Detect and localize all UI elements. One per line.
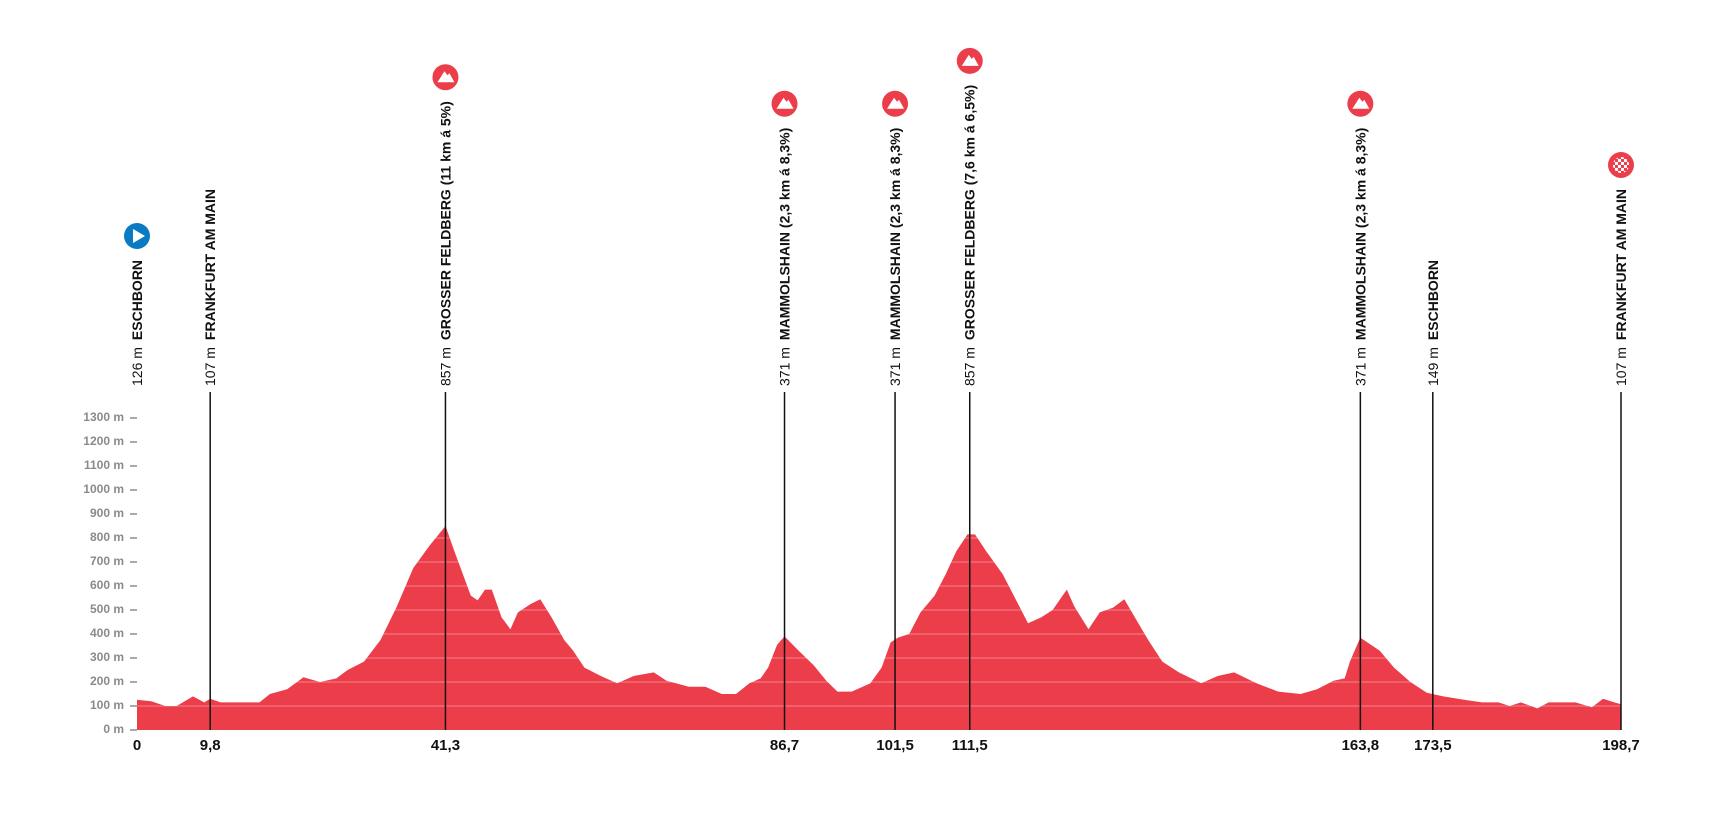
waypoint-elevation: 371 m	[887, 347, 903, 386]
waypoint-name: MAMMOLSHAIN (2,3 km á 8,3%)	[887, 128, 903, 340]
mountain	[776, 97, 794, 109]
x-tick-label: 41,3	[431, 737, 460, 754]
waypoint-label: 371 m MAMMOLSHAIN (2,3 km á 8,3%)	[776, 128, 792, 386]
waypoint-name: GROSSER FELDBERG (11 km á 5%)	[437, 101, 453, 340]
waypoint-icon	[1608, 151, 1634, 178]
y-tick-label: 1100 m	[84, 458, 124, 472]
waypoint-name: MAMMOLSHAIN (2,3 km á 8,3%)	[776, 128, 792, 340]
mountain	[887, 97, 905, 109]
y-tick-label: 800 m	[90, 530, 124, 544]
x-tick-label: 111,5	[952, 737, 988, 754]
y-tick-label: 1000 m	[83, 482, 124, 496]
waypoint-elevation: 107 m	[1613, 347, 1629, 386]
waypoint-name: ESCHBORN	[1424, 260, 1440, 340]
y-tick-label: 600 m	[90, 578, 124, 592]
x-tick-label: 173,5	[1414, 737, 1452, 754]
waypoint-name: GROSSER FELDBERG (7,6 km á 6,5%)	[961, 85, 977, 340]
waypoint-elevation: 857 m	[437, 347, 453, 386]
mountain	[437, 71, 455, 83]
x-tick-label: 86,7	[770, 737, 799, 754]
waypoint-name: FRANKFURT AM MAIN	[1613, 189, 1629, 340]
x-tick-label: 163,8	[1342, 737, 1380, 754]
waypoint-label: 149 m ESCHBORN	[1424, 260, 1440, 386]
waypoint-name: ESCHBORN	[129, 260, 145, 340]
waypoint-elevation: 371 m	[776, 347, 792, 386]
x-tick-label: 9,8	[200, 737, 221, 754]
waypoint-icon	[432, 64, 459, 91]
waypoint-icon	[124, 222, 150, 249]
waypoint-label: 107 m FRANKFURT AM MAIN	[202, 189, 218, 386]
waypoint-elevation: 107 m	[202, 347, 218, 386]
waypoint-icon	[956, 47, 983, 74]
start-arrow	[133, 228, 145, 243]
waypoint-icon	[1347, 90, 1374, 117]
y-tick-label: 1200 m	[83, 434, 124, 448]
y-tick-label: 900 m	[90, 506, 124, 520]
waypoint-label: 857 m GROSSER FELDBERG (11 km á 5%)	[437, 101, 453, 386]
y-tick-label: 400 m	[90, 626, 124, 640]
x-tick-label: 198,7	[1602, 737, 1640, 754]
mountain	[1352, 97, 1370, 109]
waypoint-icon	[882, 90, 909, 117]
x-tick-label: 101,5	[876, 737, 914, 754]
waypoint-label: 107 m FRANKFURT AM MAIN	[1613, 189, 1629, 386]
waypoint-elevation: 371 m	[1352, 347, 1368, 386]
waypoint-name: MAMMOLSHAIN (2,3 km á 8,3%)	[1352, 128, 1368, 340]
x-tick-label: 0	[133, 737, 141, 754]
waypoint-elevation: 126 m	[129, 347, 145, 386]
y-tick-label: 700 m	[90, 554, 124, 568]
y-tick-label: 300 m	[90, 650, 124, 664]
waypoint-label: 126 m ESCHBORN	[129, 260, 145, 386]
y-tick-label: 500 m	[90, 602, 124, 616]
waypoint-icon	[771, 90, 798, 117]
finish-flag	[1613, 156, 1629, 173]
waypoint-elevation: 857 m	[961, 347, 977, 386]
elevation-area	[137, 526, 1621, 730]
y-tick-label: 1300 m	[83, 410, 124, 424]
waypoint-name: FRANKFURT AM MAIN	[202, 189, 218, 340]
waypoint-label: 371 m MAMMOLSHAIN (2,3 km á 8,3%)	[887, 128, 903, 386]
y-tick-label: 200 m	[90, 674, 124, 688]
waypoint-elevation: 149 m	[1424, 347, 1440, 386]
y-tick-label: 0 m	[103, 722, 124, 736]
y-tick-label: 100 m	[90, 698, 124, 712]
waypoint-label: 857 m GROSSER FELDBERG (7,6 km á 6,5%)	[961, 85, 977, 386]
waypoint-label: 371 m MAMMOLSHAIN (2,3 km á 8,3%)	[1352, 128, 1368, 386]
mountain	[961, 54, 979, 66]
